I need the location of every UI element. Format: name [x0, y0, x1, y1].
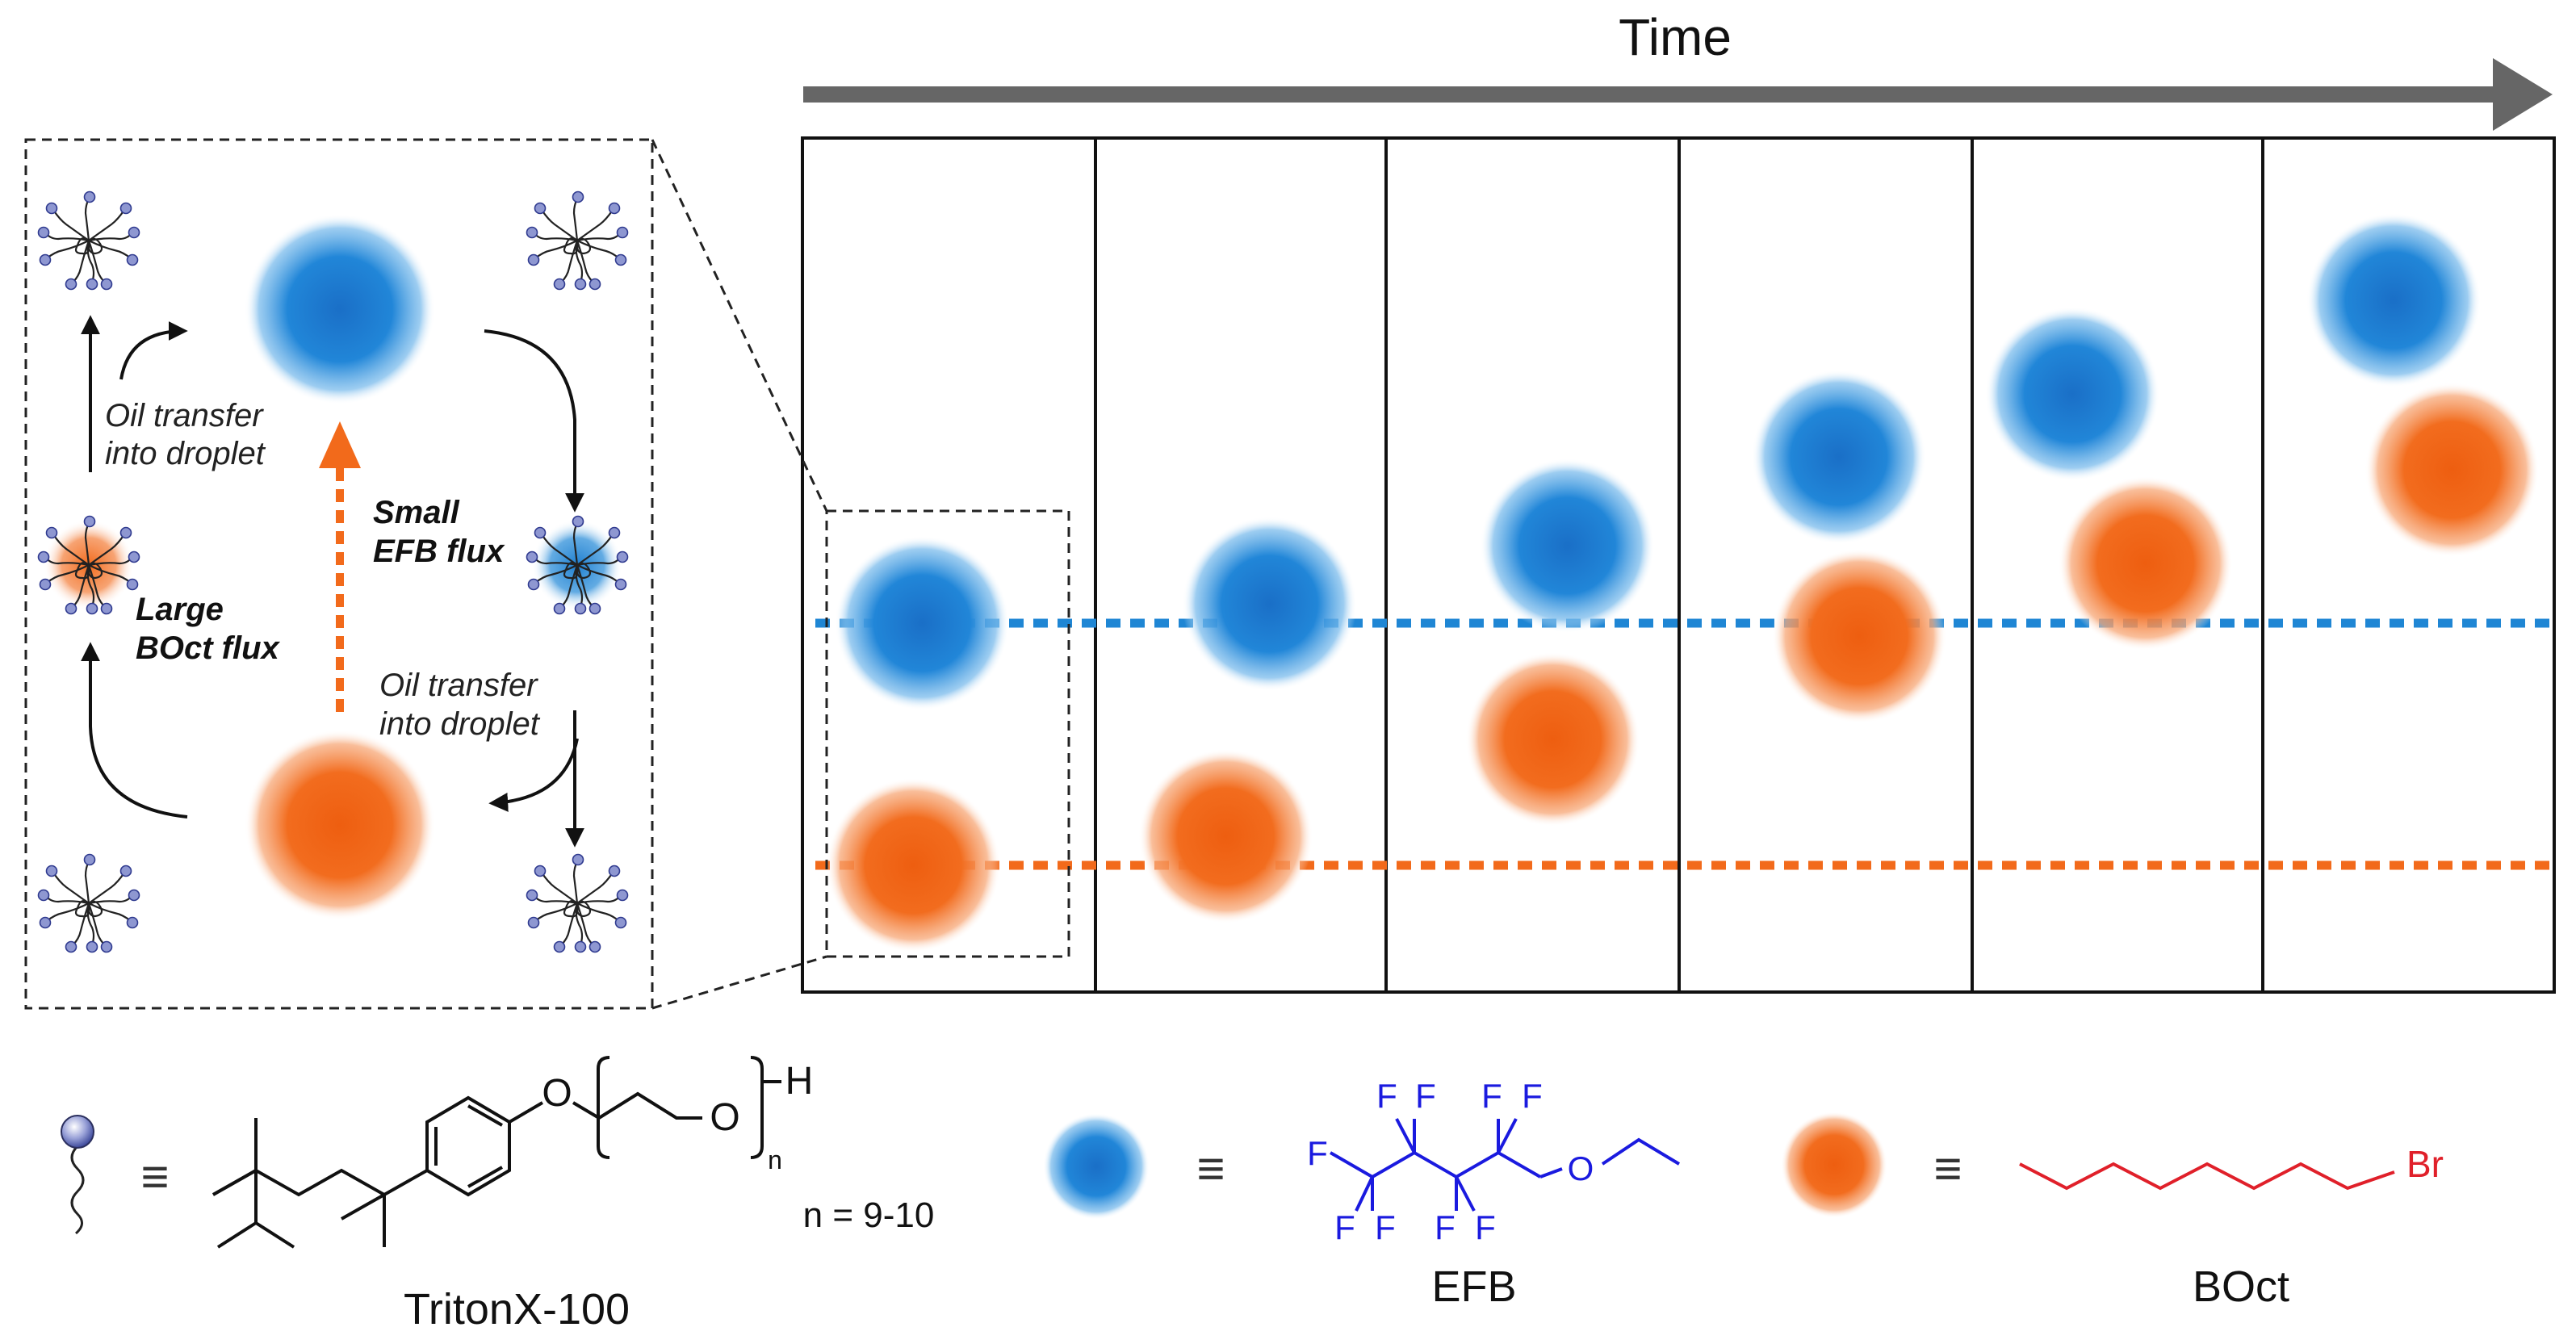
boct-droplet-step-1: [826, 778, 1001, 953]
oil-transfer-bottom-line2: into droplet: [379, 706, 541, 742]
svg-text:Large BOct flux: Large BOct flux: [136, 592, 281, 666]
triton-oxygen-2: O: [710, 1096, 739, 1139]
micelle-with-efb: [526, 515, 629, 615]
efb-f-4: F: [1376, 1077, 1397, 1115]
boct-droplet-step-6: [2364, 383, 2540, 557]
boct-droplet-step-2: [1138, 749, 1313, 923]
efb-droplet-symbol: [1043, 1113, 1150, 1220]
legend-efb: ≡ F F F F F F F F F O EFB: [1043, 1077, 1681, 1311]
micelle-with-boct: [37, 515, 140, 615]
arrow-right-down-top: [484, 329, 584, 513]
boct-droplet-step-3: [1465, 652, 1640, 827]
arrow-left-up-bottom: [81, 642, 188, 819]
boct-name: BOct: [2193, 1262, 2289, 1311]
boct-bromine: Br: [2406, 1143, 2444, 1185]
micelle-bottom-right: [526, 853, 629, 953]
large-flux-line2: BOct flux: [136, 630, 281, 666]
boct-equiv-sign: ≡: [1933, 1141, 1962, 1195]
time-arrow: [803, 58, 2553, 131]
micelle-top-right: [526, 191, 629, 291]
oil-transfer-top-line1: Oil transfer: [105, 398, 264, 433]
inset-efb-droplet: [245, 214, 435, 404]
efb-f-2: F: [1334, 1208, 1355, 1246]
arrow-into-boct-droplet: [488, 738, 579, 812]
micelle-top-left: [37, 191, 140, 291]
triton-repeat-n: n: [768, 1145, 782, 1174]
svg-text:Oil transfer into drople: Oil transfer into droplet: [105, 398, 272, 471]
zoom-guide-bottom: [651, 955, 827, 1010]
triton-structure: [212, 1056, 781, 1249]
arrow-into-efb-droplet: [119, 321, 188, 380]
efb-f-7: F: [1475, 1208, 1496, 1246]
efb-droplet-step-1: [835, 536, 1010, 710]
efb-f-8: F: [1481, 1077, 1502, 1115]
triton-equiv-sign: ≡: [140, 1149, 169, 1204]
legend-boct: ≡ Br BOct: [1781, 1112, 2444, 1311]
zoom-selection-box: [825, 509, 1070, 958]
boct-structure: [2019, 1162, 2395, 1191]
small-flux-line1: Small: [373, 495, 460, 530]
oil-transfer-top-line2: into droplet: [105, 436, 266, 471]
surfactant-symbol-icon: [61, 1115, 94, 1235]
time-label: Time: [1619, 8, 1732, 66]
large-flux-line1: Large: [136, 592, 224, 627]
inset-boct-droplet: [245, 730, 435, 920]
efb-equiv-sign: ≡: [1196, 1141, 1225, 1195]
efb-structure: [1330, 1118, 1681, 1212]
boct-droplet-symbol: [1781, 1112, 1887, 1218]
efb-droplet-step-2: [1182, 517, 1357, 691]
efb-f-9: F: [1522, 1077, 1543, 1115]
triton-hydrogen: H: [785, 1060, 814, 1103]
efb-droplet-step-5: [1985, 307, 2160, 481]
efb-f-6: F: [1435, 1208, 1456, 1246]
svg-text:Oil transfer into drople: Oil transfer into droplet: [379, 668, 547, 742]
efb-f-1: F: [1307, 1134, 1328, 1172]
efb-f-3: F: [1375, 1208, 1396, 1246]
micelle-bottom-left: [37, 853, 140, 953]
efb-droplet-step-3: [1480, 458, 1655, 633]
triton-name: TritonX-100: [404, 1285, 630, 1334]
timeline-droplets: [826, 213, 2540, 953]
oil-transfer-bottom-line1: Oil transfer: [379, 668, 538, 703]
efb-name: EFB: [1431, 1262, 1516, 1311]
timeline-panels: [801, 136, 2556, 994]
boct-droplet-step-4: [1772, 549, 1947, 723]
efb-f-5: F: [1415, 1077, 1436, 1115]
small-flux-line2: EFB flux: [373, 534, 505, 569]
inset-cycle: Oil transfer into droplet Oil transfer i…: [24, 138, 654, 1010]
zoom-guide-top: [651, 139, 828, 512]
efb-droplet-step-6: [2306, 213, 2482, 387]
legend-triton: ≡ O O H n n = 9-10 TritonX-100: [61, 1056, 935, 1334]
inset-frame: [24, 138, 654, 1010]
triton-n-range: n = 9-10: [803, 1195, 935, 1235]
orange-arrow-head: [319, 421, 361, 468]
triton-oxygen-1: O: [542, 1072, 572, 1115]
efb-oxygen: O: [1568, 1149, 1594, 1187]
boct-droplet-step-5: [2058, 476, 2233, 651]
efb-droplet-step-4: [1751, 370, 1926, 544]
svg-text:Small EFB flux: Small EFB flux: [373, 495, 505, 569]
